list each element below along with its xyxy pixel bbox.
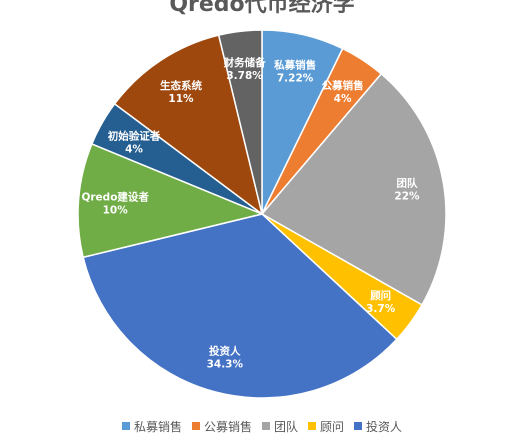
slice-label-7: 生态系统 11% (160, 79, 202, 105)
slice-value-label: 4% (334, 93, 352, 105)
slice-label-8: 财务储备 3.78% (223, 56, 266, 82)
chart-legend: 私募销售 公募销售 团队 顾问 投资人 (0, 417, 524, 435)
slice-category-label: 投资人 (209, 344, 241, 357)
legend-label: 顾问 (320, 419, 345, 434)
slice-value-label: 10% (103, 205, 129, 217)
slice-category-label: 私募销售 (273, 59, 316, 72)
slice-category-label: 财务储备 (223, 56, 266, 69)
slice-label-3: 顾问 3.7% (366, 289, 396, 315)
slice-category-label: 生态系统 (160, 79, 202, 92)
legend-swatch (261, 422, 270, 430)
slice-value-label: 34.3% (207, 358, 244, 370)
slice-label-1: 公募销售 4% (322, 79, 364, 105)
slice-label-2: 团队 22% (394, 176, 420, 202)
legend-label: 团队 (273, 419, 298, 434)
slice-value-label: 3.7% (366, 303, 396, 315)
legend-item-2: 团队 (261, 418, 298, 435)
pie-slice-7 (113, 34, 264, 216)
legend-swatch (191, 422, 200, 430)
slice-category-label: 顾问 (370, 289, 391, 302)
slice-category-label: Qredo建设者 (81, 191, 149, 204)
legend-item-3: 顾问 (308, 418, 344, 435)
pie-slice-2 (260, 72, 447, 306)
legend-item-0: 私募销售 (121, 418, 182, 435)
legend-swatch (308, 422, 316, 430)
pie-plot-area: 私募销售 7.22%公募销售 4%团队 22%顾问 3.7%投资人 34.3%Qredo建… (77, 29, 447, 399)
slice-value-label: 3.78% (226, 70, 263, 82)
legend-swatch (121, 422, 130, 430)
slice-label-0: 私募销售 7.22% (273, 59, 316, 85)
chart-title: Qredo代币经济学 (169, 0, 355, 17)
legend-label: 私募销售 (133, 419, 182, 434)
slice-value-label: 4% (125, 143, 143, 155)
legend-item-1: 公募销售 (191, 418, 252, 435)
pie-slice-5 (77, 142, 265, 259)
slice-label-4: 投资人 34.3% (207, 344, 244, 370)
slice-category-label: 团队 (397, 176, 418, 189)
legend-item-4: 投资人 (354, 418, 402, 435)
legend-label: 投资人 (366, 419, 403, 434)
slice-value-label: 11% (168, 93, 194, 105)
legend-label: 公募销售 (203, 419, 252, 434)
slice-value-label: 7.22% (277, 73, 314, 85)
slice-label-6: 初始验证者 4% (108, 129, 161, 155)
pie-slice-8 (217, 29, 263, 215)
pie-slice-4 (82, 213, 398, 399)
slice-category-label: 初始验证者 (108, 129, 161, 142)
slice-value-label: 22% (394, 190, 420, 202)
slice-label-5: Qredo建设者 10% (81, 191, 149, 217)
legend-swatch (354, 422, 363, 430)
slice-category-label: 公募销售 (322, 79, 364, 92)
